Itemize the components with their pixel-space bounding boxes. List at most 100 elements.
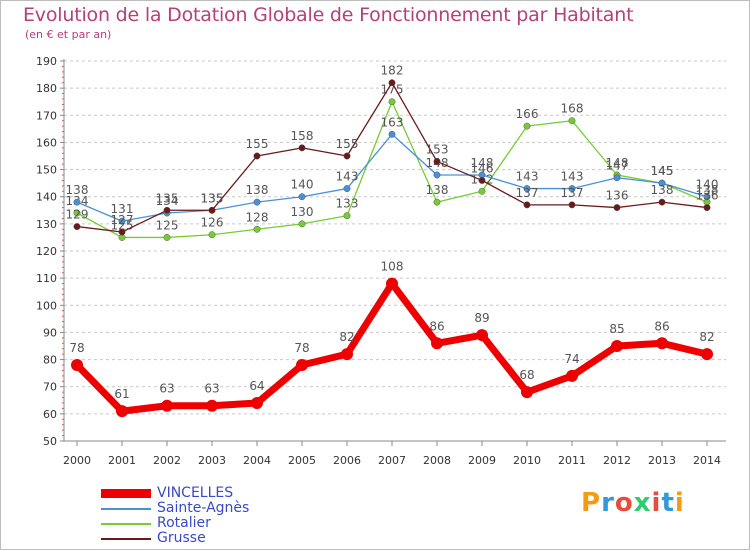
point-vincelles-2002 bbox=[161, 399, 173, 412]
point-grusse-2007 bbox=[388, 79, 396, 87]
legend-item-sainte-agnes[interactable]: Sainte-Agnès bbox=[101, 500, 250, 516]
point-grusse-2000 bbox=[73, 223, 81, 231]
legend-item-rotalier[interactable]: Rotalier bbox=[101, 515, 249, 531]
data-label-vincelles-2010: 68 bbox=[519, 368, 534, 382]
data-label-vincelles-2007: 108 bbox=[381, 260, 404, 274]
point-grusse-2014 bbox=[703, 204, 711, 212]
data-label-vincelles-2013: 86 bbox=[654, 319, 669, 333]
legend-swatch-sainte-agnes bbox=[101, 507, 151, 510]
y-tick-label-110: 110 bbox=[36, 272, 57, 285]
point-rotalier-2005 bbox=[298, 220, 306, 228]
legend-item-vincelles[interactable]: VINCELLES bbox=[101, 485, 249, 501]
point-vincelles-2010 bbox=[521, 386, 533, 399]
point-grusse-2013 bbox=[658, 198, 666, 206]
point-rotalier-2002 bbox=[163, 233, 171, 241]
point-rotalier-2004 bbox=[253, 225, 261, 233]
x-tick-label-2001: 2001 bbox=[108, 454, 136, 467]
y-tick-label-140: 140 bbox=[36, 191, 57, 204]
data-label-rotalier-2005: 130 bbox=[291, 205, 314, 219]
point-rotalier-2008 bbox=[433, 198, 441, 206]
legend-swatch-vincelles bbox=[101, 489, 151, 498]
point-vincelles-2004 bbox=[251, 397, 263, 409]
point-grusse-2004 bbox=[253, 152, 261, 160]
point-sainte-agn-s-2008 bbox=[433, 171, 441, 179]
y-tick-label-100: 100 bbox=[36, 299, 57, 312]
point-vincelles-2007 bbox=[386, 277, 398, 290]
point-vincelles-2011 bbox=[566, 369, 578, 382]
legend-swatch-grusse bbox=[101, 537, 151, 540]
y-tick-label-80: 80 bbox=[43, 354, 57, 367]
data-label-grusse-2005: 158 bbox=[291, 129, 314, 143]
point-sainte-agn-s-2004 bbox=[253, 198, 261, 206]
data-label-rotalier-2004: 128 bbox=[246, 210, 269, 224]
data-label-grusse-2013: 138 bbox=[651, 183, 674, 197]
y-tick-label-120: 120 bbox=[36, 245, 57, 258]
data-label-grusse-2002: 135 bbox=[156, 191, 179, 205]
point-rotalier-2000 bbox=[73, 209, 81, 217]
data-label-sainte-agn-s-2001: 131 bbox=[111, 202, 134, 216]
point-grusse-2008 bbox=[433, 157, 441, 165]
chart-title: Evolution de la Dotation Globale de Fonc… bbox=[23, 4, 634, 26]
legend-label-grusse: Grusse bbox=[157, 530, 206, 546]
data-label-rotalier-2008: 138 bbox=[426, 183, 449, 197]
data-label-grusse-2000: 129 bbox=[66, 208, 89, 222]
data-label-vincelles-2004: 64 bbox=[249, 379, 264, 393]
data-label-sainte-agn-s-2005: 140 bbox=[291, 178, 314, 192]
x-tick-label-2009: 2009 bbox=[468, 454, 496, 467]
logo-letter-6: i bbox=[674, 488, 685, 518]
point-vincelles-2005 bbox=[296, 359, 308, 371]
point-vincelles-2006 bbox=[341, 348, 353, 361]
data-label-vincelles-2014: 82 bbox=[699, 330, 714, 344]
y-tick-label-150: 150 bbox=[36, 164, 57, 177]
point-sainte-agn-s-2010 bbox=[523, 185, 531, 193]
data-label-grusse-2009: 146 bbox=[471, 161, 494, 175]
data-label-grusse-2006: 155 bbox=[336, 137, 359, 151]
point-sainte-agn-s-2012 bbox=[613, 174, 621, 182]
data-label-sainte-agn-s-2010: 143 bbox=[516, 170, 539, 184]
data-label-grusse-2008: 153 bbox=[426, 142, 449, 156]
data-label-rotalier-2011: 168 bbox=[561, 102, 584, 116]
x-tick-label-2003: 2003 bbox=[198, 454, 226, 467]
y-tick-label-130: 130 bbox=[36, 218, 57, 231]
point-vincelles-2013 bbox=[656, 337, 668, 350]
y-tick-label-190: 190 bbox=[36, 55, 57, 68]
x-tick-label-2007: 2007 bbox=[378, 454, 406, 467]
point-rotalier-2010 bbox=[523, 122, 531, 130]
legend-label-sainte-agnes: Sainte-Agnès bbox=[157, 500, 250, 516]
data-label-grusse-2010: 137 bbox=[516, 186, 539, 200]
point-vincelles-2012 bbox=[611, 340, 623, 352]
data-label-grusse-2012: 136 bbox=[606, 189, 629, 203]
data-label-rotalier-2010: 166 bbox=[516, 107, 539, 121]
data-label-grusse-2014: 136 bbox=[696, 189, 719, 203]
data-label-sainte-agn-s-2002: 134 bbox=[156, 194, 179, 208]
data-label-vincelles-2002: 63 bbox=[159, 382, 174, 396]
point-rotalier-2003 bbox=[208, 231, 216, 239]
point-sainte-agn-s-2013 bbox=[658, 179, 666, 187]
point-grusse-2009 bbox=[478, 176, 486, 184]
data-label-vincelles-2001: 61 bbox=[114, 387, 129, 401]
point-sainte-agn-s-2000 bbox=[73, 198, 81, 206]
data-label-sainte-agn-s-2000: 138 bbox=[66, 183, 89, 197]
data-label-sainte-agn-s-2014: 140 bbox=[696, 178, 719, 192]
series-line-sainte-agn-s bbox=[76, 133, 708, 222]
point-vincelles-2008 bbox=[431, 337, 443, 350]
logo-letter-2: o bbox=[614, 488, 634, 518]
point-grusse-2003 bbox=[208, 206, 216, 214]
y-tick-label-180: 180 bbox=[36, 82, 57, 95]
x-tick-label-2013: 2013 bbox=[648, 454, 676, 467]
logo-letter-3: x bbox=[633, 488, 652, 518]
point-grusse-2005 bbox=[298, 144, 306, 152]
x-tick-label-2005: 2005 bbox=[288, 454, 316, 467]
proxiti-logo[interactable]: Proxiti bbox=[581, 488, 685, 518]
data-label-vincelles-2000: 78 bbox=[69, 341, 84, 355]
legend-item-grusse[interactable]: Grusse bbox=[101, 530, 249, 546]
data-label-rotalier-2002: 125 bbox=[156, 218, 179, 232]
y-tick-label-70: 70 bbox=[43, 381, 57, 394]
y-tick-label-60: 60 bbox=[43, 408, 57, 421]
point-grusse-2001 bbox=[118, 228, 126, 236]
x-tick-label-2011: 2011 bbox=[558, 454, 586, 467]
point-rotalier-2007 bbox=[388, 98, 396, 106]
data-label-vincelles-2003: 63 bbox=[204, 382, 219, 396]
